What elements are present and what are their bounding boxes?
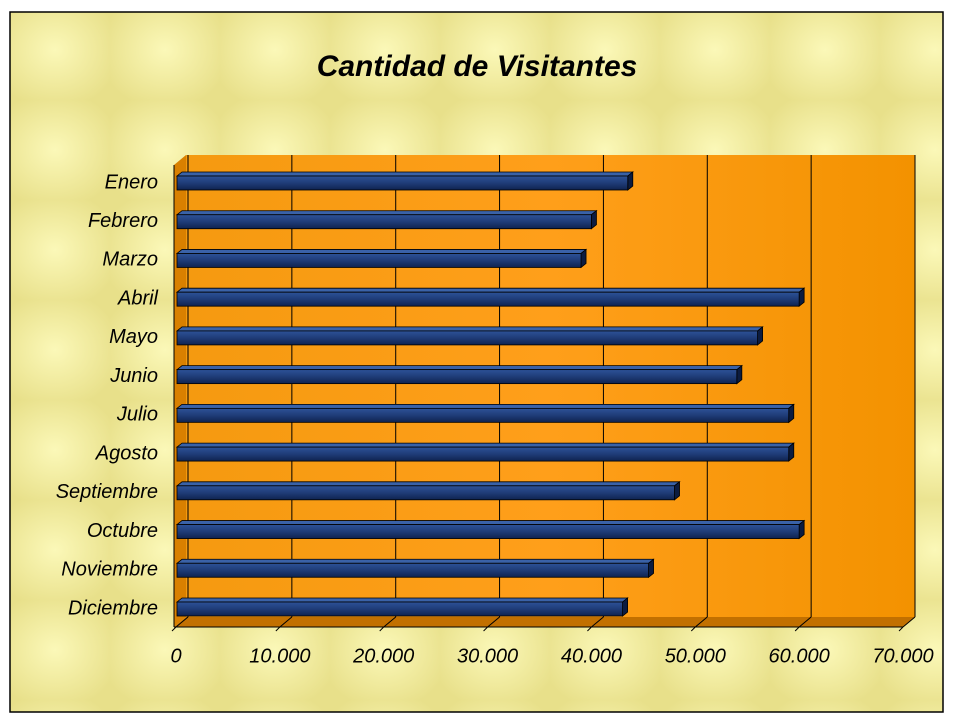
x-tick-label: 40.000	[561, 645, 622, 667]
floor-grid-line	[279, 616, 293, 628]
x-tick-label: 30.000	[457, 645, 518, 667]
back-wall	[186, 155, 915, 617]
x-tick	[794, 626, 800, 632]
bar	[176, 562, 649, 578]
bar-top	[175, 365, 743, 371]
x-tick-label: 0	[170, 645, 181, 667]
floor-grid-line	[694, 616, 708, 628]
floor-grid-line	[798, 616, 812, 628]
y-tick-label: Abril	[117, 287, 159, 309]
bar-top	[175, 326, 764, 332]
bar	[176, 485, 675, 501]
x-tick-label: 10.000	[249, 645, 310, 667]
floor-grid-line	[591, 616, 604, 628]
side-wall	[174, 155, 186, 627]
floor-grid-line	[175, 616, 189, 628]
bar-top	[175, 171, 634, 177]
bar	[176, 601, 623, 617]
y-tick-label: Marzo	[102, 249, 158, 271]
x-tick	[587, 626, 592, 632]
bar	[176, 330, 758, 346]
x-tick	[379, 626, 385, 632]
bar-top	[175, 558, 655, 564]
x-tick-label: 70.000	[872, 645, 933, 667]
bar	[176, 446, 790, 462]
floor-grid-line	[383, 616, 397, 628]
y-tick-label: Julio	[116, 404, 158, 426]
x-tick-label: 20.000	[352, 645, 414, 667]
y-tick-label: Septiembre	[56, 481, 158, 503]
bar-top	[175, 442, 795, 448]
bar	[176, 369, 738, 385]
floor-grid-line	[487, 616, 500, 628]
x-tick	[898, 626, 904, 632]
y-tick-label: Noviembre	[61, 559, 158, 581]
bar	[176, 253, 582, 268]
y-tick-label: Octubre	[87, 520, 158, 542]
x-tick-label: 60.000	[769, 645, 830, 667]
bar-top	[175, 597, 629, 603]
bar-top	[175, 210, 598, 216]
chart-title: Cantidad de Visitantes	[317, 50, 638, 83]
x-tick	[171, 626, 177, 632]
y-tick-label: Febrero	[88, 210, 158, 232]
floor	[174, 617, 915, 627]
bar-top	[175, 287, 806, 293]
bar	[176, 524, 800, 539]
bar-top	[175, 249, 588, 254]
y-tick-label: Enero	[105, 171, 158, 193]
y-tick-label: Junio	[109, 365, 158, 387]
y-tick-label: Agosto	[95, 442, 158, 464]
x-tick	[690, 626, 696, 632]
x-tick-label: 50.000	[665, 645, 726, 667]
bar	[176, 407, 790, 423]
bar	[176, 175, 629, 191]
bar-top	[175, 403, 795, 409]
bar	[176, 214, 592, 230]
y-tick-label: Diciembre	[68, 597, 158, 619]
bar-top	[175, 481, 681, 487]
y-tick-label: Mayo	[109, 326, 158, 348]
x-tick	[275, 626, 281, 632]
floor-grid-line	[902, 616, 916, 628]
bar	[176, 291, 800, 307]
x-tick	[483, 626, 488, 632]
bar-top	[175, 520, 806, 525]
